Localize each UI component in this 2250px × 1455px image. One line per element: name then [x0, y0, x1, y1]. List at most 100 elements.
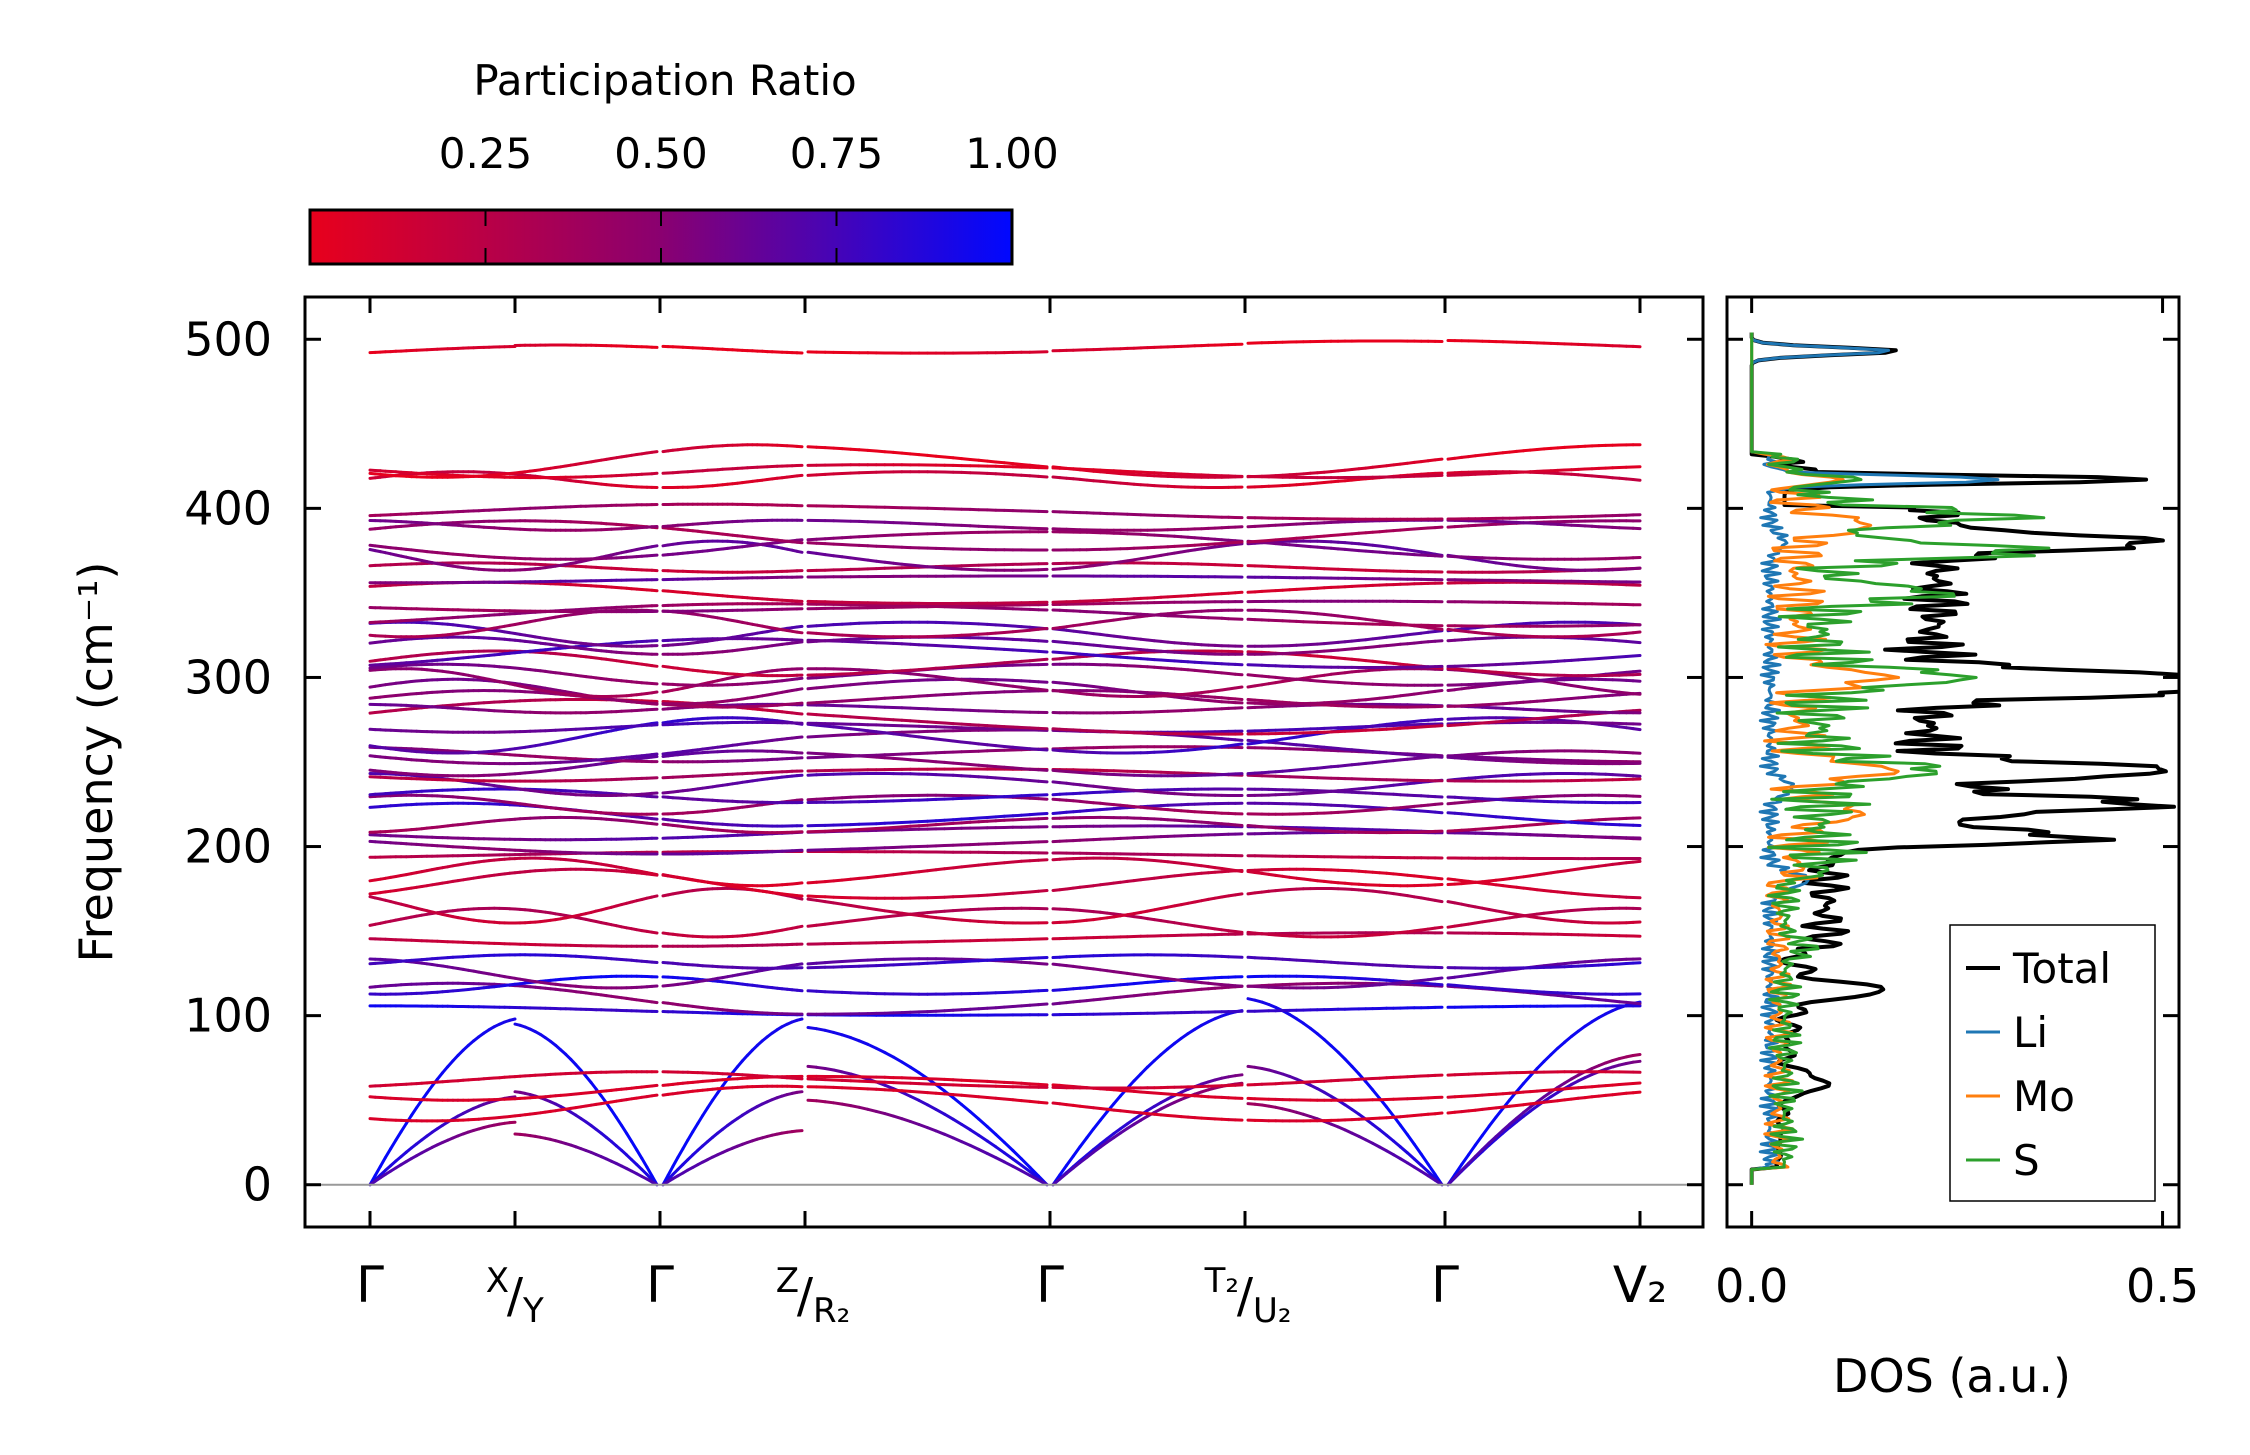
- optical-branch: [795, 962, 804, 967]
- acoustic-branch: [1446, 1176, 1457, 1187]
- acoustic-branch: [1535, 1059, 1546, 1070]
- acoustic-branch: [968, 1128, 981, 1137]
- colorbar-tick-label: 0.25: [439, 129, 533, 178]
- optical-branch: [1037, 797, 1049, 801]
- acoustic-branch: [1556, 1040, 1567, 1050]
- acoustic-branch: [1350, 1064, 1361, 1076]
- optical-branch: [1037, 889, 1049, 893]
- acoustic-branch: [1405, 1133, 1416, 1146]
- acoustic-branch: [1336, 1050, 1347, 1061]
- optical-branch: [1037, 858, 1049, 862]
- acoustic-branch: [1515, 1082, 1525, 1094]
- acoustic-branch: [1419, 1163, 1430, 1174]
- acoustic-branch: [900, 1090, 912, 1098]
- optical-branch: [1433, 982, 1444, 987]
- acoustic-branch: [1002, 1140, 1015, 1152]
- optical-branch: [1433, 802, 1444, 806]
- acoustic-branch: [883, 1083, 895, 1091]
- acoustic-branch: [866, 1042, 878, 1050]
- acoustic-branch: [1028, 1173, 1040, 1182]
- acoustic-branch: [1392, 1139, 1402, 1149]
- acoustic-branch: [977, 1133, 989, 1143]
- colorbar-tick-label: 0.50: [614, 129, 708, 178]
- optical-branch: [1433, 898, 1444, 904]
- acoustic-branch: [1329, 1044, 1340, 1054]
- acoustic-branch: [908, 1065, 921, 1075]
- acoustic-branch: [1385, 1105, 1395, 1118]
- acoustic-branch: [951, 1117, 964, 1126]
- acoustic-branch: [1152, 1053, 1163, 1063]
- acoustic-branch: [378, 1155, 387, 1168]
- acoustic-branch: [399, 1122, 408, 1134]
- optical-branch: [650, 894, 659, 899]
- optical-branch: [795, 924, 804, 929]
- acoustic-branch: [883, 1051, 895, 1059]
- colorbar: Participation Ratio 0.25 0.50 0.75 1.00: [308, 56, 1059, 266]
- acoustic-branch: [409, 1106, 419, 1117]
- acoustic-branch: [1549, 1046, 1560, 1057]
- acoustic-branch: [849, 1036, 861, 1043]
- acoustic-branch: [1412, 1142, 1423, 1156]
- acoustic-branch: [1631, 1059, 1642, 1064]
- acoustic-branch: [1542, 1053, 1553, 1063]
- acoustic-branch: [691, 1122, 700, 1134]
- acoustic-branch: [1058, 1164, 1068, 1177]
- acoustic-branch: [943, 1112, 955, 1121]
- acoustic-branch: [1098, 1110, 1109, 1122]
- acoustic-branch: [926, 1126, 938, 1133]
- acoustic-branch: [1508, 1116, 1519, 1126]
- acoustic-branch: [1011, 1164, 1023, 1173]
- acoustic-branch: [1460, 1161, 1471, 1172]
- acoustic-branch: [985, 1152, 998, 1160]
- optical-branch: [1037, 962, 1049, 966]
- acoustic-branch: [985, 1125, 998, 1136]
- optical-branch: [1233, 892, 1244, 897]
- colorbar-tick-label: 1.00: [965, 129, 1059, 178]
- acoustic-branch: [1019, 1157, 1032, 1169]
- optical-branch: [1433, 810, 1444, 815]
- acoustic-branch: [508, 1095, 517, 1099]
- acoustic-branch: [1473, 1134, 1484, 1147]
- acoustic-branch: [1453, 1163, 1464, 1177]
- optical-branch: [650, 930, 659, 935]
- optical-branch: [795, 896, 804, 901]
- acoustic-branch: [1460, 1153, 1471, 1166]
- acoustic-branch: [1398, 1123, 1409, 1137]
- acoustic-branch: [1028, 1165, 1040, 1178]
- acoustic-branch: [1426, 1170, 1437, 1180]
- acoustic-branch: [1019, 1163, 1032, 1174]
- acoustic-branch: [1371, 1088, 1382, 1100]
- acoustic-branch: [891, 1055, 904, 1064]
- acoustic-branch: [900, 1060, 912, 1069]
- acoustic-branch: [951, 1096, 964, 1106]
- optical-branch: [1233, 823, 1244, 827]
- acoustic-branch: [968, 1143, 981, 1151]
- acoustic-branch: [1453, 1168, 1464, 1179]
- acoustic-branch: [1412, 1157, 1423, 1167]
- acoustic-branch: [994, 1156, 1006, 1164]
- acoustic-branch: [1480, 1141, 1491, 1152]
- optical-branch: [1433, 1111, 1444, 1116]
- acoustic-branch: [389, 1138, 398, 1151]
- acoustic-branch: [1028, 1170, 1040, 1180]
- optical-branch: [1631, 859, 1642, 864]
- acoustic-branch: [1364, 1080, 1375, 1092]
- optical-branch: [650, 1000, 659, 1005]
- acoustic-branch: [908, 1120, 921, 1126]
- acoustic-branch: [968, 1110, 981, 1121]
- acoustic-branch: [625, 1131, 634, 1143]
- acoustic-branch: [373, 1164, 382, 1177]
- optical-branch: [1433, 976, 1444, 981]
- acoustic-branch: [1002, 1151, 1015, 1161]
- optical-branch: [1631, 774, 1642, 778]
- acoustic-branch: [917, 1098, 929, 1107]
- acoustic-branch: [934, 1129, 947, 1136]
- acoustic-branch: [630, 1139, 639, 1152]
- acoustic-branch: [701, 1106, 710, 1117]
- acoustic-branch: [1112, 1094, 1122, 1106]
- acoustic-branch: [1065, 1154, 1075, 1167]
- acoustic-branch: [635, 1148, 644, 1160]
- acoustic-branch: [1343, 1057, 1354, 1068]
